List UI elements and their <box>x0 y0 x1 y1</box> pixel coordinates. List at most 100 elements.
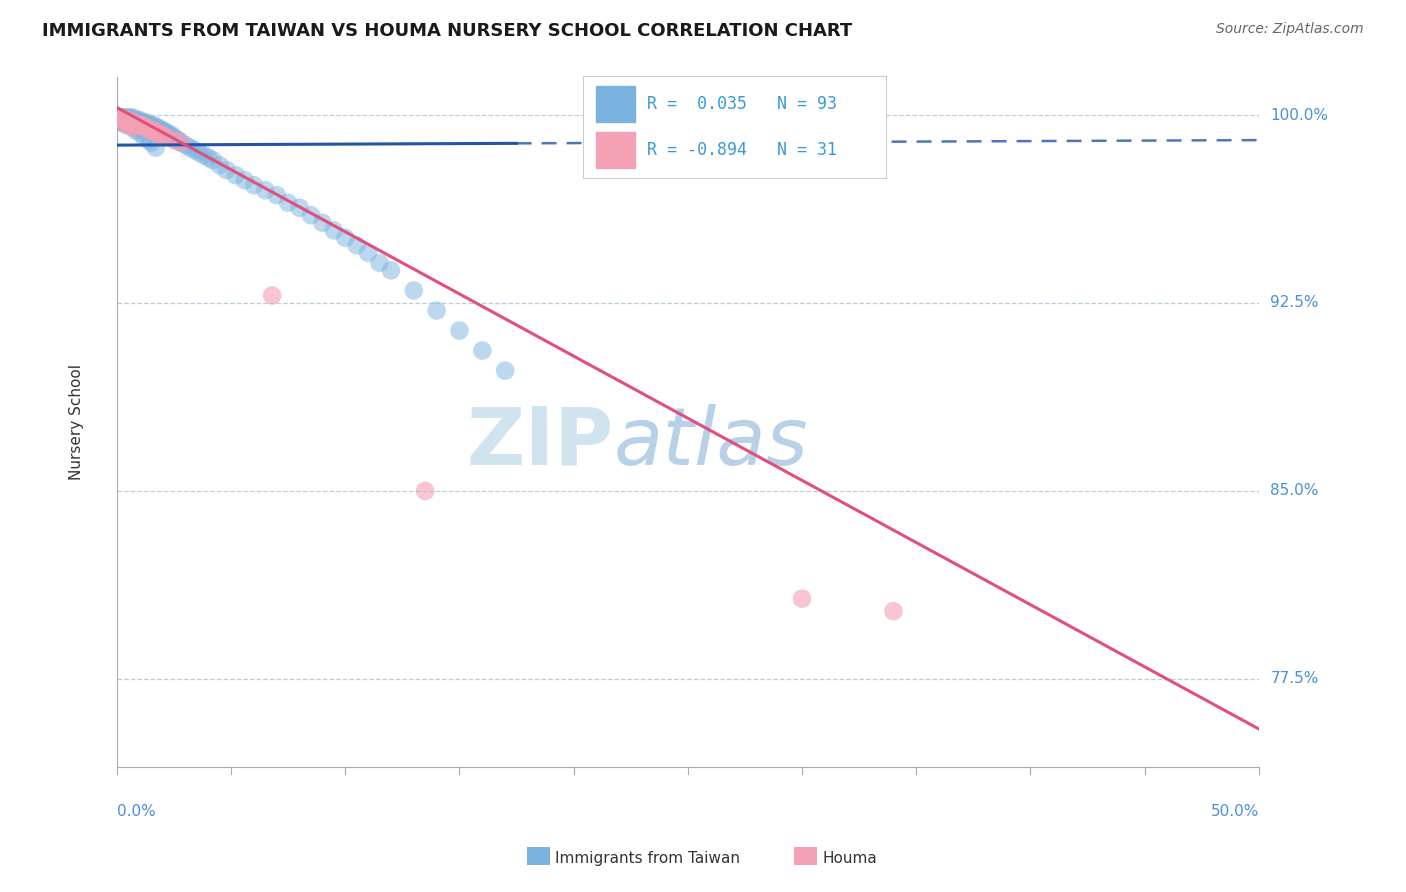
Point <box>120 111 142 125</box>
Point <box>167 133 190 147</box>
Point <box>163 130 186 145</box>
Text: atlas: atlas <box>613 404 808 482</box>
Point <box>117 118 139 132</box>
Point <box>146 126 169 140</box>
Bar <box>596 132 636 168</box>
Point <box>110 115 132 129</box>
Point <box>262 288 284 302</box>
Point <box>139 118 162 132</box>
Point <box>149 123 172 137</box>
Point <box>112 113 135 128</box>
Point <box>170 136 193 150</box>
Point <box>108 111 131 125</box>
Point <box>201 153 224 168</box>
Point <box>124 120 146 135</box>
Point <box>145 120 167 135</box>
Point <box>120 118 142 132</box>
Point <box>128 118 150 132</box>
Point <box>117 113 139 128</box>
Point <box>156 126 179 140</box>
Point <box>138 123 160 137</box>
Point <box>128 115 150 129</box>
Point <box>134 120 156 135</box>
Point <box>124 123 146 137</box>
Text: Houma: Houma <box>823 851 877 865</box>
Text: ZIP: ZIP <box>467 404 613 482</box>
Point <box>277 195 299 210</box>
Point <box>131 115 153 129</box>
Point <box>163 133 186 147</box>
Point <box>135 120 157 135</box>
Point <box>121 115 143 129</box>
Point <box>110 111 132 125</box>
Point <box>121 113 143 128</box>
Bar <box>596 87 636 122</box>
Point <box>112 115 135 129</box>
Point <box>112 113 135 128</box>
Point <box>120 115 142 129</box>
Point <box>134 130 156 145</box>
Point <box>120 118 142 132</box>
Text: R = -0.894   N = 31: R = -0.894 N = 31 <box>647 141 837 159</box>
Point <box>299 208 322 222</box>
Point <box>146 126 169 140</box>
Point <box>215 163 238 178</box>
Text: 77.5%: 77.5% <box>1270 672 1319 686</box>
Point <box>117 113 139 128</box>
Point <box>149 128 172 142</box>
Point <box>471 343 494 358</box>
Point <box>121 111 143 125</box>
Point <box>145 126 167 140</box>
Point <box>790 591 813 606</box>
Point <box>233 173 256 187</box>
Point <box>254 183 277 197</box>
Point <box>311 216 333 230</box>
Point <box>115 115 138 129</box>
Point <box>115 111 138 125</box>
Point <box>494 364 516 378</box>
Point <box>131 118 153 132</box>
Point <box>208 158 231 172</box>
Point <box>142 118 165 132</box>
Point <box>152 123 174 137</box>
Point <box>156 130 179 145</box>
Point <box>139 123 162 137</box>
Point <box>153 126 176 140</box>
Point <box>322 223 344 237</box>
Point <box>346 238 368 252</box>
Point <box>138 123 160 137</box>
Text: Source: ZipAtlas.com: Source: ZipAtlas.com <box>1216 22 1364 37</box>
Point <box>380 263 402 277</box>
Point <box>112 111 135 125</box>
Point <box>127 113 149 128</box>
Point <box>402 284 425 298</box>
Point <box>266 188 288 202</box>
Point <box>170 136 193 150</box>
Point <box>115 113 138 128</box>
Point <box>138 133 160 147</box>
Point <box>120 113 142 128</box>
Point <box>138 118 160 132</box>
Point <box>108 113 131 128</box>
Point <box>121 118 143 132</box>
Point <box>157 128 180 142</box>
Point <box>357 245 380 260</box>
Point <box>139 136 162 150</box>
Point <box>142 123 165 137</box>
Point <box>110 113 132 128</box>
Point <box>152 128 174 142</box>
Point <box>243 178 266 193</box>
Text: R =  0.035   N = 93: R = 0.035 N = 93 <box>647 95 837 112</box>
Point <box>124 115 146 129</box>
Point <box>335 231 357 245</box>
Point <box>413 483 436 498</box>
Point <box>115 118 138 132</box>
Point <box>197 151 219 165</box>
Point <box>183 143 205 157</box>
Point <box>124 113 146 128</box>
Point <box>117 118 139 132</box>
Point <box>288 201 311 215</box>
Point <box>128 113 150 128</box>
Point <box>115 113 138 128</box>
Point <box>145 126 167 140</box>
